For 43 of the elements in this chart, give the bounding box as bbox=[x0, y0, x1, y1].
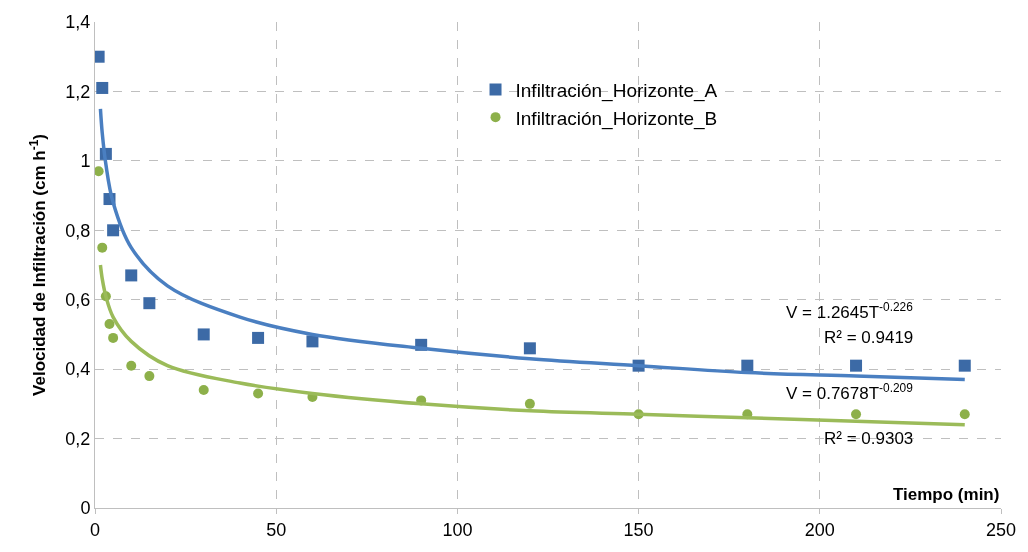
x-tick-label: 50 bbox=[266, 519, 287, 540]
point bbox=[306, 335, 319, 348]
legend-label: Infiltración_Horizonte_A bbox=[515, 79, 718, 102]
annotation: V = 1.2645T$^{-0.226}$ bbox=[786, 300, 914, 323]
point bbox=[126, 360, 137, 371]
point bbox=[144, 371, 155, 382]
line-series bbox=[98, 263, 967, 427]
point bbox=[95, 166, 104, 177]
y-tick-label: 0 bbox=[80, 498, 91, 519]
annotation: R² = 0.9419 bbox=[824, 328, 914, 347]
point bbox=[253, 388, 264, 399]
y-tick-label: 0,4 bbox=[65, 359, 91, 380]
point bbox=[143, 297, 156, 310]
point bbox=[96, 81, 109, 94]
legend-label: Infiltración_Horizonte_B bbox=[515, 107, 718, 130]
point bbox=[851, 409, 862, 420]
y-tick-label: 1 bbox=[80, 151, 91, 172]
point bbox=[524, 398, 535, 409]
point bbox=[198, 384, 209, 395]
y-tick-label: 0,6 bbox=[65, 290, 91, 311]
x-axis-title: Tiempo (min) bbox=[893, 485, 1000, 504]
y-tick-label: 1,2 bbox=[65, 81, 91, 102]
x-tick-label: 150 bbox=[623, 519, 654, 540]
annotation: R² = 0.9303 bbox=[824, 429, 914, 448]
point bbox=[97, 242, 108, 253]
point bbox=[108, 332, 119, 343]
point bbox=[958, 359, 971, 372]
point bbox=[197, 328, 210, 341]
point bbox=[252, 331, 265, 344]
point bbox=[523, 342, 536, 355]
y-tick-label: 0,2 bbox=[65, 428, 91, 449]
point bbox=[850, 359, 863, 372]
y-tick-label: 1,4 bbox=[65, 12, 91, 33]
point bbox=[107, 224, 120, 237]
x-tick-label: 200 bbox=[804, 519, 835, 540]
point bbox=[125, 269, 138, 282]
point bbox=[959, 409, 970, 420]
point bbox=[741, 359, 754, 372]
point bbox=[104, 319, 115, 330]
x-tick-label: 100 bbox=[442, 519, 473, 540]
annotation: V = 0.7678T$^{-0.209}$ bbox=[786, 381, 914, 404]
x-tick-label: 250 bbox=[985, 519, 1017, 540]
y-tick-label: 0,8 bbox=[65, 220, 91, 241]
